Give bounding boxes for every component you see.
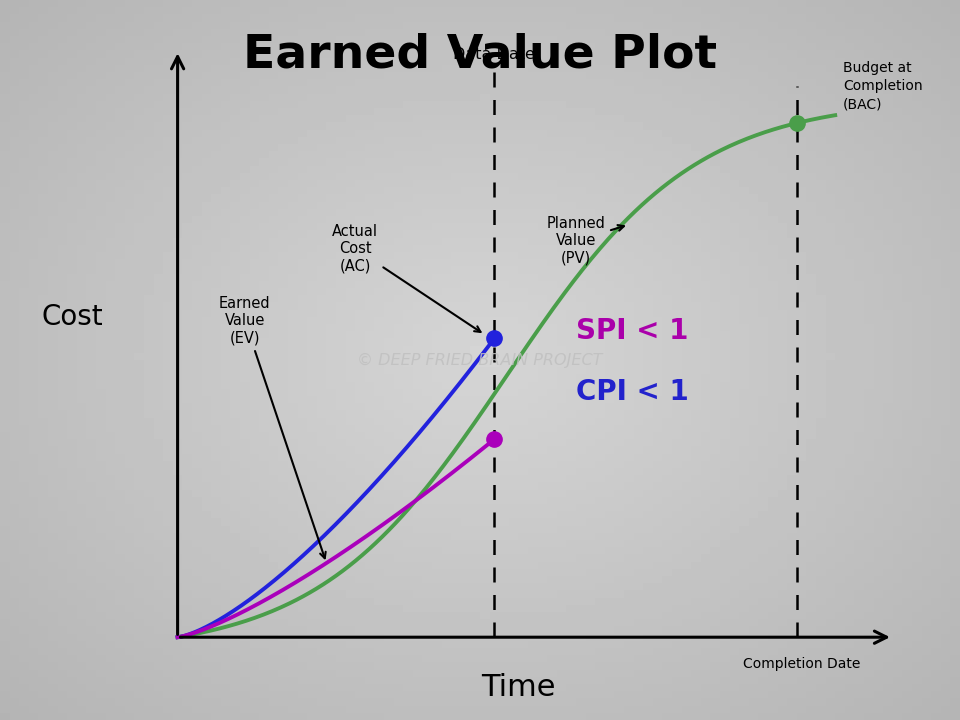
Text: Earned
Value
(EV): Earned Value (EV): [219, 296, 325, 558]
Text: CPI < 1: CPI < 1: [576, 379, 688, 406]
Text: Actual
Cost
(AC): Actual Cost (AC): [332, 224, 481, 332]
Text: Data Date: Data Date: [453, 47, 536, 62]
Text: Cost: Cost: [41, 303, 103, 330]
Text: Planned
Value
(PV): Planned Value (PV): [546, 216, 624, 266]
Text: © DEEP FRIED BRAIN PROJECT: © DEEP FRIED BRAIN PROJECT: [357, 353, 603, 367]
Text: Earned Value Plot: Earned Value Plot: [243, 32, 717, 77]
Text: Budget at
Completion
(BAC): Budget at Completion (BAC): [843, 61, 923, 112]
Text: Completion Date: Completion Date: [743, 657, 860, 670]
Text: Time: Time: [481, 673, 556, 702]
Text: SPI < 1: SPI < 1: [576, 318, 688, 345]
